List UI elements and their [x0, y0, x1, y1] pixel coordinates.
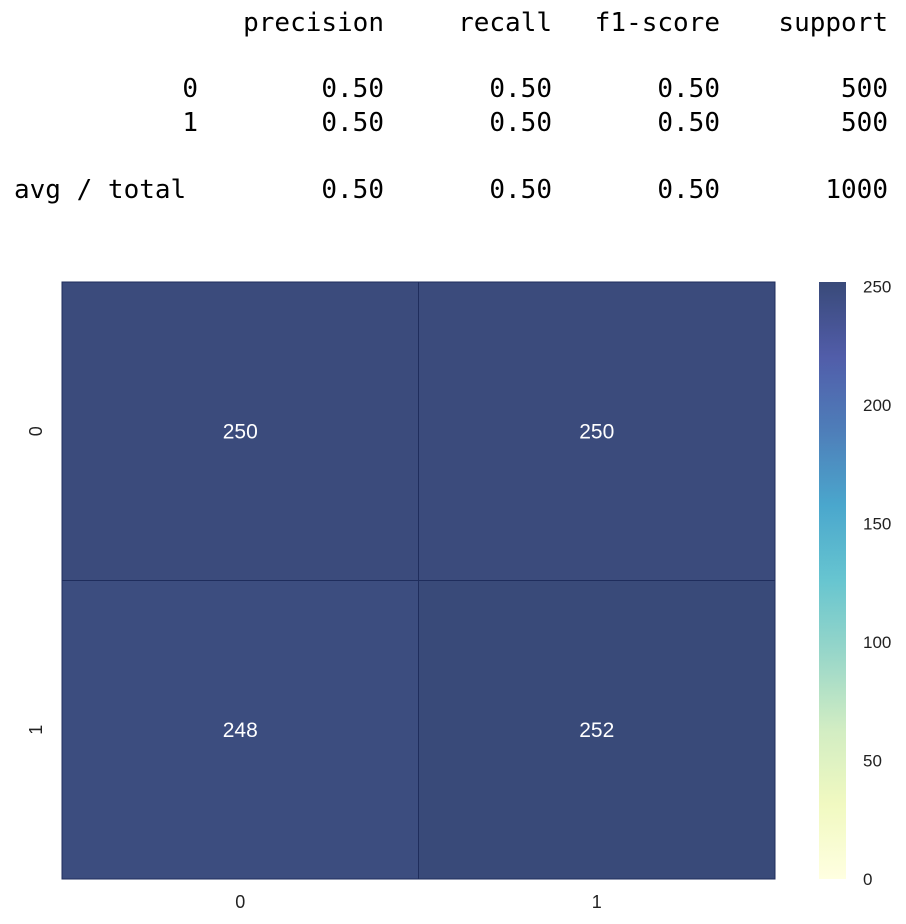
- colorbar-tick-label-3: 150: [863, 515, 891, 534]
- header-recall: recall: [458, 8, 552, 38]
- row-1-precision: 0.50: [321, 108, 384, 138]
- x-tick-label-1: 1: [592, 892, 602, 912]
- cell-annotation-0-1: 250: [579, 420, 614, 443]
- heatmap-cell-1-1: [418, 580, 776, 880]
- row-1-recall: 0.50: [489, 108, 552, 138]
- row-0-precision: 0.50: [321, 74, 384, 104]
- colorbar-tick-labels: 0 50 100 150 200 250: [863, 278, 891, 889]
- row-0-f1-score: 0.50: [657, 74, 720, 104]
- row-0-support: 500: [841, 74, 888, 104]
- colorbar-tick-label-4: 200: [863, 396, 891, 415]
- avg-support: 1000: [825, 175, 888, 205]
- colorbar-tick-label-0: 0: [863, 870, 872, 889]
- heatmap-cell-1-0: [61, 580, 419, 880]
- colorbar-tick-label-2: 100: [863, 633, 891, 652]
- colorbar-tick-label-5: 250: [863, 278, 891, 297]
- row-label-avg-total: avg / total: [14, 175, 187, 205]
- y-tick-label-1: 1: [26, 725, 46, 735]
- header-f1-score: f1-score: [594, 8, 720, 38]
- row-1-f1-score: 0.50: [657, 108, 720, 138]
- colorbar-tick-label-1: 50: [863, 752, 882, 771]
- row-label-1: 1: [182, 108, 198, 138]
- cell-annotation-1-1: 252: [579, 719, 614, 742]
- row-1-support: 500: [841, 108, 888, 138]
- heatmap-cells: [61, 281, 776, 880]
- avg-precision: 0.50: [321, 175, 384, 205]
- header-precision: precision: [243, 8, 384, 38]
- row-label-0: 0: [182, 74, 198, 104]
- y-tick-label-0: 0: [26, 426, 46, 436]
- colorbar: [819, 282, 846, 879]
- avg-recall: 0.50: [489, 175, 552, 205]
- cell-annotation-1-0: 248: [223, 719, 258, 742]
- heatmap-cell-0-0: [61, 281, 419, 581]
- header-support: support: [778, 8, 888, 38]
- classification-report: precision recall f1-score support 0 0.50…: [0, 0, 906, 240]
- cell-annotation-0-0: 250: [223, 420, 258, 443]
- heatmap-cell-0-1: [418, 281, 776, 581]
- x-tick-label-0: 0: [235, 892, 245, 912]
- heatmap-annotations: 250 250 248 252: [223, 420, 615, 742]
- y-tick-labels: 01: [26, 426, 46, 735]
- row-0-recall: 0.50: [489, 74, 552, 104]
- avg-f1-score: 0.50: [657, 175, 720, 205]
